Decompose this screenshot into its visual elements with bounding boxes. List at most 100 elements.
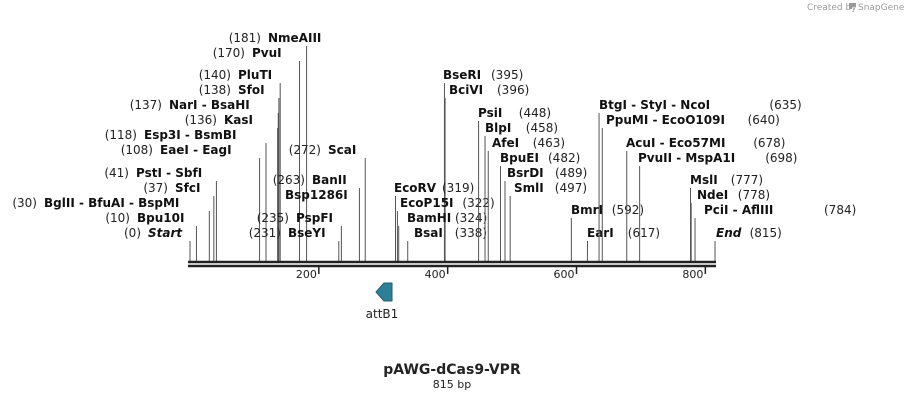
enzyme-site[interactable]: PvuI (170) [213, 46, 301, 262]
enzyme-site[interactable]: MslI (777) [690, 173, 763, 262]
enzyme-site[interactable]: BtgI - StyI - NcoI (635) [598, 98, 802, 262]
enzyme-name: MslI [690, 173, 718, 187]
enzyme-site[interactable]: SfoI (138) [199, 83, 280, 262]
enzyme-name: PsiI [478, 106, 502, 120]
enzyme-name: NmeAIII [268, 31, 321, 45]
enzyme-position: (138) [199, 83, 231, 97]
enzyme-site[interactable]: BanII (263) [273, 173, 360, 262]
enzyme-position: (777) [731, 173, 763, 187]
enzyme-name: NdeI [697, 188, 728, 202]
enzyme-site[interactable]: EarI (617) [586, 226, 660, 262]
enzyme-position: (136) [185, 113, 217, 127]
enzyme-name: SmlI [514, 181, 544, 195]
enzyme-position: (231) [249, 226, 281, 240]
enzyme-site[interactable]: PciI - AflIII (784) [694, 203, 856, 262]
enzyme-site[interactable]: PspFI (235) [257, 211, 342, 262]
enzyme-position: (678) [753, 136, 785, 150]
enzyme-position: (0) [124, 226, 141, 240]
enzyme-name: EcoP15I [400, 196, 454, 210]
scale-tick-label: 800 [682, 268, 703, 281]
enzyme-site[interactable]: EcoRV (319) [394, 181, 474, 262]
plasmid-length: 815 bp [433, 378, 471, 391]
enzyme-name: AcuI - Eco57MI [626, 136, 725, 150]
enzyme-name: BsaI [414, 226, 443, 240]
enzyme-site[interactable]: BlpI (458) [484, 121, 558, 262]
enzyme-name: SfcI [175, 181, 200, 195]
enzyme-name: PvuI [252, 46, 282, 60]
enzyme-name: PstI - SbfI [136, 166, 202, 180]
enzyme-site[interactable]: BseYI (231) [249, 226, 340, 262]
enzyme-site[interactable]: BpuEI (482) [499, 151, 580, 262]
enzyme-position: (698) [765, 151, 797, 165]
arrow-left-icon [375, 282, 393, 302]
enzyme-position: (108) [121, 143, 153, 157]
credit-brand: SnapGene [858, 3, 905, 13]
sequence-backbone [188, 260, 716, 268]
enzyme-site[interactable]: BciVI (396) [444, 83, 529, 262]
enzyme-name: EaeI - EagI [160, 143, 232, 157]
enzyme-site[interactable]: NarI - BsaHI (137) [130, 98, 279, 262]
enzyme-site[interactable]: PvuII - MspA1I (698) [638, 151, 797, 262]
enzyme-name: BseYI [288, 226, 326, 240]
enzyme-site[interactable]: Start (0) [124, 226, 191, 262]
enzyme-site[interactable]: AcuI - Eco57MI (678) [626, 136, 785, 262]
enzyme-position: (338) [455, 226, 487, 240]
enzyme-labels: NmeAIII (181)PvuI (170) PluTI (140) SfoI (138)… [12, 31, 856, 262]
enzyme-site[interactable]: ScaI (272) [289, 143, 366, 262]
enzyme-site[interactable]: SfcI (37) [143, 181, 215, 262]
enzyme-site[interactable]: BsrDI (489) [504, 166, 587, 262]
enzyme-name: AfeI [492, 136, 519, 150]
enzyme-position: (778) [738, 188, 770, 202]
enzyme-position: (37) [143, 181, 168, 195]
enzyme-site[interactable]: Bsp1286I [285, 188, 348, 202]
enzyme-name: Esp3I - BsmBI [144, 128, 236, 142]
credit-text: Created by [807, 3, 857, 13]
enzyme-name: Bsp1286I [285, 188, 348, 202]
enzyme-site[interactable]: PpuMI - EcoO109I (640) [601, 113, 780, 262]
enzyme-position: (324) [455, 211, 487, 225]
scale-ticks: 200 400 600 800 [296, 266, 707, 281]
enzyme-position: (140) [199, 68, 231, 82]
enzyme-position: (463) [533, 136, 565, 150]
enzyme-site[interactable]: NdeI (778) [690, 188, 770, 262]
enzyme-site[interactable]: Esp3I - BsmBI (118) [105, 128, 267, 262]
scale-tick-label: 600 [554, 268, 575, 281]
enzyme-position: (170) [213, 46, 245, 60]
enzyme-position: (448) [519, 106, 551, 120]
snapgene-logo-icon [849, 3, 856, 9]
enzyme-position: (489) [555, 166, 587, 180]
scale-tick-label: 400 [425, 268, 446, 281]
enzyme-site[interactable]: End (815) [714, 226, 782, 262]
enzyme-name: End [716, 226, 742, 240]
enzyme-site[interactable]: PsiI (448) [478, 106, 551, 262]
enzyme-site[interactable]: BseRI (395) [443, 68, 523, 262]
enzyme-site[interactable]: PluTI (140) [199, 68, 281, 262]
enzyme-site[interactable]: NmeAIII (181) [229, 31, 322, 262]
enzyme-name: NarI - BsaHI [169, 98, 250, 112]
enzyme-site[interactable]: SmlI (497) [509, 181, 587, 262]
enzyme-site[interactable]: BsaI (338) [407, 226, 487, 262]
enzyme-position: (784) [824, 203, 856, 217]
feature-label: attB1 [366, 307, 399, 321]
enzyme-name: BamHI [407, 211, 451, 225]
enzyme-site[interactable]: PstI - SbfI (41) [104, 166, 217, 262]
enzyme-name: BtgI - StyI - NcoI [599, 98, 710, 112]
enzyme-name: Start [148, 226, 183, 240]
enzyme-site[interactable]: BamHI (324) [398, 211, 488, 262]
enzyme-site[interactable]: Bpu10I (10) [105, 211, 197, 262]
enzyme-site[interactable]: AfeI (463) [487, 136, 565, 262]
enzyme-position: (458) [526, 121, 558, 135]
enzyme-position: (635) [769, 98, 801, 112]
feature-attB1[interactable]: attB1 [366, 282, 399, 321]
enzyme-site[interactable]: KasI (136) [185, 113, 279, 262]
enzyme-position: (41) [104, 166, 129, 180]
enzyme-name: PvuII - MspA1I [638, 151, 735, 165]
enzyme-site[interactable]: EaeI - EagI (108) [121, 143, 261, 262]
scale-tick-label: 200 [296, 268, 317, 281]
enzyme-name: PpuMI - EcoO109I [606, 113, 725, 127]
enzyme-name: BmrI [571, 203, 603, 217]
enzyme-site[interactable]: BglII - BfuAI - BspMI (30) [12, 196, 210, 262]
enzyme-site[interactable]: BmrI (592) [570, 203, 644, 262]
enzyme-position: (617) [628, 226, 660, 240]
